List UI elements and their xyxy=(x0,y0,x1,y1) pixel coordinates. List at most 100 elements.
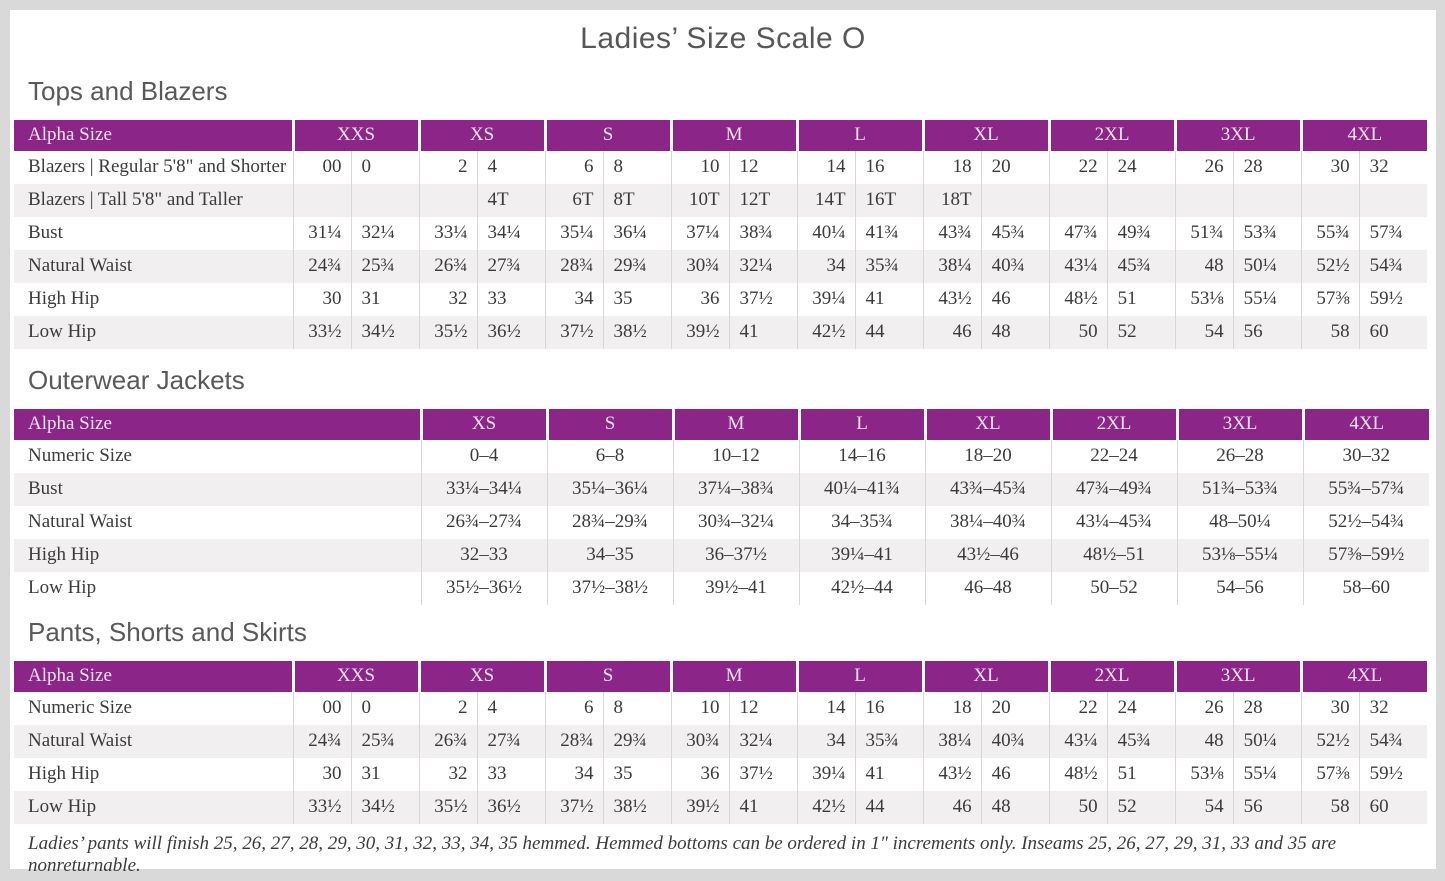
value-cell: 34½ xyxy=(350,790,420,824)
value-cell: 41 xyxy=(728,790,798,824)
row-label-cell: Natural Waist xyxy=(14,724,293,758)
value-cell: 54–56 xyxy=(1176,571,1303,605)
value-cell: 53⅛ xyxy=(1174,282,1234,316)
value-cell: 33½ xyxy=(292,315,351,349)
value-cell: 48½ xyxy=(1048,757,1108,791)
value-cell: 53⅛ xyxy=(1174,757,1234,791)
value-cell: 53¾ xyxy=(1232,216,1302,250)
size-header-cell: L xyxy=(795,660,924,692)
value-cell: 34–35 xyxy=(546,538,673,572)
value-cell: 42½ xyxy=(796,790,856,824)
value-cell: 46 xyxy=(980,757,1050,791)
value-cell: 14T xyxy=(796,183,856,217)
value-cell: 36 xyxy=(670,757,730,791)
value-cell: 30 xyxy=(1300,150,1360,184)
table-row: Low Hip 33½ 34½ 35½ 36½ 37½ 38½ 39½ 41 42½ 44 46 48 5… xyxy=(14,315,1428,349)
value-cell: 6 xyxy=(544,150,604,184)
value-cell: 46 xyxy=(980,282,1050,316)
value-cell: 46–48 xyxy=(924,571,1051,605)
row-label-cell: Numeric Size xyxy=(14,439,421,473)
value-cell: 54¾ xyxy=(1358,249,1428,283)
value-cell: 26¾–27¾ xyxy=(420,505,547,539)
value-cell: 30 xyxy=(292,757,351,791)
size-table: Alpha Size XS S M L XL 2XL 3XL 4XL Numeric Size 0–… xyxy=(14,408,1429,605)
value-cell xyxy=(1048,183,1108,217)
value-cell: 59½ xyxy=(1358,757,1428,791)
value-cell: 0 xyxy=(350,150,420,184)
value-cell: 12 xyxy=(728,150,798,184)
value-cell: 40¾ xyxy=(980,249,1050,283)
value-cell: 24¾ xyxy=(292,724,351,758)
value-cell: 26 xyxy=(1174,691,1234,725)
value-cell: 18T xyxy=(922,183,982,217)
value-cell: 51 xyxy=(1106,757,1176,791)
value-cell: 43¼ xyxy=(1048,724,1108,758)
value-cell: 30 xyxy=(1300,691,1360,725)
table-row: Low Hip 35½–36½ 37½–38½ 39½–41 42½–44 46–48 50… xyxy=(14,571,1429,605)
value-cell: 14 xyxy=(796,150,856,184)
size-header-cell: XS xyxy=(419,408,547,440)
value-cell: 8T xyxy=(602,183,672,217)
value-cell: 34 xyxy=(544,757,604,791)
value-cell: 54 xyxy=(1174,315,1234,349)
size-header-cell: M xyxy=(669,119,798,151)
value-cell: 22 xyxy=(1048,150,1108,184)
value-cell: 38½ xyxy=(602,790,672,824)
value-cell: 35¼ xyxy=(544,216,604,250)
value-cell: 40¼ xyxy=(796,216,856,250)
value-cell: 6T xyxy=(544,183,604,217)
value-cell: 42½–44 xyxy=(798,571,925,605)
value-cell: 10 xyxy=(670,150,730,184)
value-cell: 24 xyxy=(1106,691,1176,725)
row-label-cell: Low Hip xyxy=(14,315,293,349)
size-header-cell: XL xyxy=(921,660,1050,692)
value-cell: 55¼ xyxy=(1232,757,1302,791)
value-cell: 56 xyxy=(1232,790,1302,824)
value-cell: 43½–46 xyxy=(924,538,1051,572)
value-cell: 37¼ xyxy=(670,216,730,250)
value-cell: 52 xyxy=(1106,790,1176,824)
value-cell: 39½–41 xyxy=(672,571,799,605)
value-cell: 31 xyxy=(350,282,420,316)
value-cell: 32 xyxy=(1358,691,1428,725)
value-cell: 40¼–41¾ xyxy=(798,472,925,506)
row-label-cell: Natural Waist xyxy=(14,505,421,539)
row-label-cell: Natural Waist xyxy=(14,249,293,283)
row-label-cell: High Hip xyxy=(14,538,421,572)
value-cell: 37½ xyxy=(728,757,798,791)
value-cell: 55¾ xyxy=(1300,216,1360,250)
value-cell: 4T xyxy=(476,183,546,217)
row-label-cell: Blazers | Tall 5'8" and Taller xyxy=(14,183,293,217)
alpha-size-header-cell: Alpha Size xyxy=(14,119,293,151)
value-cell: 30–32 xyxy=(1302,439,1429,473)
value-cell: 51¾ xyxy=(1174,216,1234,250)
row-label-cell: High Hip xyxy=(14,757,293,791)
value-cell xyxy=(350,183,420,217)
value-cell: 14–16 xyxy=(798,439,925,473)
size-header-cell: 2XL xyxy=(1049,408,1177,440)
value-cell: 45¾ xyxy=(1106,249,1176,283)
value-cell: 33¼ xyxy=(418,216,478,250)
value-cell: 33½ xyxy=(292,790,351,824)
value-cell: 29¾ xyxy=(602,249,672,283)
value-cell: 32–33 xyxy=(420,538,547,572)
value-cell: 24 xyxy=(1106,150,1176,184)
value-cell: 49¾ xyxy=(1106,216,1176,250)
value-cell: 44 xyxy=(854,790,924,824)
size-header-cell: 4XL xyxy=(1299,660,1428,692)
value-cell: 55¾–57¾ xyxy=(1302,472,1429,506)
value-cell: 40¾ xyxy=(980,724,1050,758)
table-row: Natural Waist 26¾–27¾ 28¾–29¾ 30¾–32¼ 34–35¾… xyxy=(14,505,1429,539)
table-row: Bust 31¼ 32¼ 33¼ 34¼ 35¼ 36¼ 37¼ 38¾ 40¼ 41¾ 43¾ 45¾… xyxy=(14,216,1428,250)
value-cell: 31¼ xyxy=(292,216,351,250)
row-label-cell: Low Hip xyxy=(14,571,421,605)
value-cell: 45¾ xyxy=(1106,724,1176,758)
value-cell: 36¼ xyxy=(602,216,672,250)
value-cell: 12 xyxy=(728,691,798,725)
size-header-cell: XL xyxy=(923,408,1051,440)
size-header-cell: 3XL xyxy=(1173,119,1302,151)
value-cell: 38¼ xyxy=(922,249,982,283)
size-header-cell: 4XL xyxy=(1299,119,1428,151)
value-cell: 57¾ xyxy=(1358,216,1428,250)
row-label-cell: Blazers | Regular 5'8" and Shorter xyxy=(14,150,293,184)
